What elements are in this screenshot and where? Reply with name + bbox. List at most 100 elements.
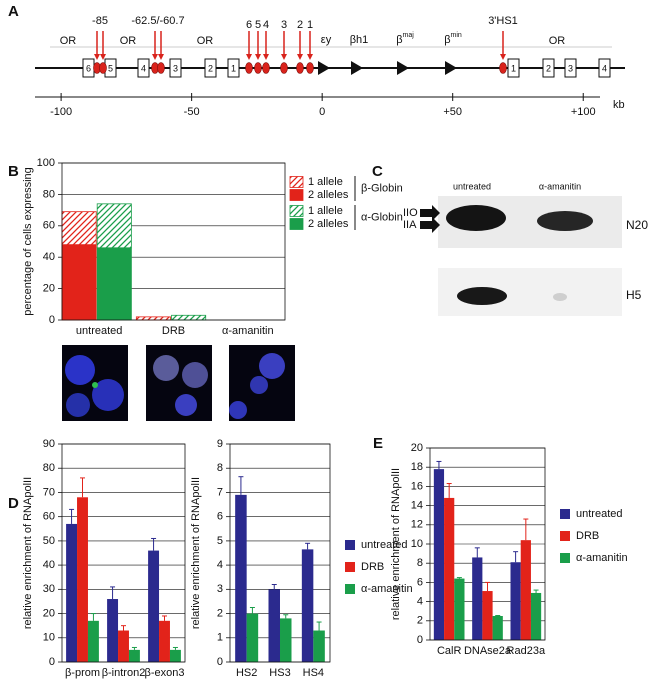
column-label: α-amanitin — [539, 181, 581, 191]
y-axis-label: relative enrichment of RNApolII — [390, 468, 402, 620]
arrow — [420, 205, 440, 221]
bar — [520, 540, 531, 640]
x-tick-label: HS3 — [269, 667, 290, 679]
hs-arrow-head — [500, 54, 506, 60]
or-gene-label: 6 — [86, 63, 91, 73]
x-tick-label: HS4 — [303, 667, 324, 679]
legend-swatch — [289, 176, 304, 188]
or-gene-label: 4 — [141, 63, 146, 73]
kb-tick-label: 0 — [319, 106, 325, 118]
blot-band — [537, 211, 593, 231]
or-gene-label: 5 — [108, 63, 113, 73]
hs-arrow-head — [100, 54, 106, 60]
or-gene-label: 3 — [173, 63, 178, 73]
column-label: untreated — [453, 181, 491, 191]
or-label: OR — [120, 35, 137, 47]
hs-site — [157, 62, 165, 74]
or-gene-label: 4 — [602, 63, 607, 73]
y-axis-label: relative enrichment of RNApolII — [190, 477, 202, 629]
nucleus — [66, 393, 90, 417]
x-tick-label: β-exon3 — [145, 667, 185, 679]
antibody-label: H5 — [626, 288, 642, 302]
bar — [444, 497, 455, 640]
or-gene — [507, 58, 520, 78]
nucleus — [92, 379, 124, 411]
legend-swatch — [345, 584, 355, 594]
legend-swatch — [289, 189, 304, 201]
legend-label: 1 allele — [308, 176, 343, 188]
nucleus — [175, 394, 197, 416]
blot-band — [457, 287, 507, 305]
y-axis-label: relative enrichment of RNApolII — [22, 477, 34, 629]
gene-superscript: maj — [403, 32, 415, 39]
legend-label: untreated — [361, 539, 407, 551]
bar — [530, 592, 542, 640]
or-gene — [137, 58, 150, 78]
bar — [268, 589, 280, 662]
panel-label: E — [373, 435, 383, 452]
or-gene — [542, 58, 555, 78]
western-blots — [420, 196, 622, 316]
nucleus — [259, 353, 285, 379]
hs-arrow-head — [297, 54, 303, 60]
hs-arrow-head — [158, 54, 164, 60]
x-tick-label: DRB — [162, 325, 185, 337]
y-tick-label: 80 — [43, 188, 55, 200]
or-label: OR — [549, 35, 566, 47]
bar — [454, 578, 465, 640]
gene-label: βmin — [444, 32, 462, 46]
bar — [148, 550, 160, 662]
kb-tick-label: -100 — [50, 106, 72, 118]
gene-label: βh1 — [350, 34, 369, 46]
legend-swatch — [345, 540, 355, 550]
hs-site — [499, 62, 507, 74]
legend-swatch — [560, 531, 570, 541]
hs-label: -85 — [92, 15, 108, 27]
bar — [246, 613, 259, 662]
or-gene-label: 1 — [511, 63, 516, 73]
band-label: IIO — [403, 207, 418, 219]
y-tick-label: 8 — [417, 557, 423, 569]
hs-site — [296, 62, 304, 74]
blot-band — [553, 293, 567, 301]
legend-label: 2 alleles — [308, 189, 349, 201]
kb-tick-label: +100 — [571, 106, 596, 118]
hs-label: 1 — [307, 19, 313, 31]
y-tick-label: 2 — [217, 607, 223, 619]
y-tick-label: 0 — [49, 314, 55, 326]
bar — [482, 591, 493, 640]
or-gene — [227, 58, 240, 78]
globin-gene — [318, 61, 330, 75]
bar-segment — [171, 314, 207, 321]
hs-site — [254, 62, 262, 74]
hs-arrow-head — [255, 54, 261, 60]
hs-label: 5 — [255, 19, 261, 31]
y-tick-label: 6 — [417, 576, 423, 588]
bar — [87, 620, 99, 662]
y-tick-label: 1 — [217, 632, 223, 644]
or-gene-label: 3 — [568, 63, 573, 73]
or-label: OR — [197, 35, 214, 47]
hs-label: 6 — [246, 19, 252, 31]
plot-frame — [61, 162, 286, 321]
y-tick-label: 2 — [417, 615, 423, 627]
legend-swatch — [289, 218, 304, 230]
plot-frame — [61, 443, 186, 663]
bar-segment — [61, 244, 97, 321]
or-gene — [598, 58, 611, 78]
gene-label: βmaj — [396, 32, 414, 46]
y-tick-label: 60 — [43, 220, 55, 232]
panel-label: C — [372, 163, 383, 180]
hs-arrow-head — [246, 54, 252, 60]
panel-label: B — [8, 163, 19, 180]
hs-site — [262, 62, 270, 74]
legend-label: 2 alleles — [308, 218, 349, 230]
or-gene — [564, 58, 577, 78]
kb-unit: kb — [613, 99, 625, 111]
kb-tick-label: +50 — [443, 106, 462, 118]
plot-frame — [229, 443, 331, 663]
x-tick-label: α-amanitin — [222, 325, 274, 337]
y-tick-label: 30 — [43, 583, 55, 595]
legend-group-label: α-Globin — [361, 211, 403, 223]
